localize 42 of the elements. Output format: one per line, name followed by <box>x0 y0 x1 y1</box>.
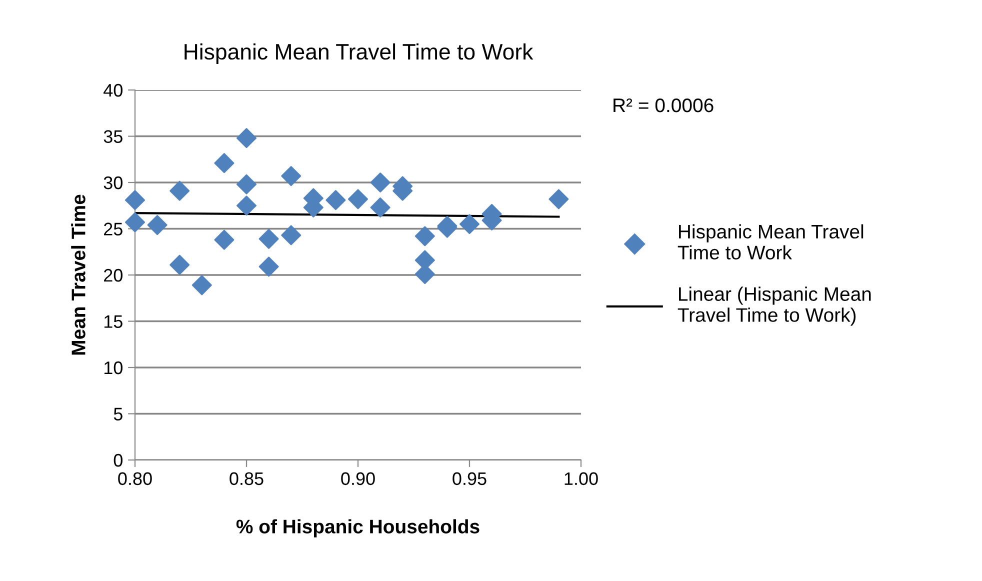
point <box>147 215 168 236</box>
legend-label: Linear (Hispanic Mean Travel Time to Work) <box>678 286 871 326</box>
point <box>258 228 279 249</box>
y-tick-label: 35 <box>104 130 122 143</box>
point <box>548 189 569 210</box>
point <box>348 189 368 210</box>
x-tick-label: 1.00 <box>564 472 598 486</box>
point <box>236 174 257 194</box>
x-tick-label: 0.85 <box>230 472 264 486</box>
point <box>370 172 390 193</box>
legend-label: Hispanic Mean Travel Time to Work <box>678 224 864 260</box>
x-axis-title: % of Hispanic Households <box>236 519 480 538</box>
point <box>326 190 346 210</box>
x-tick-label: 0.80 <box>118 472 152 486</box>
y-axis-title: Mean Travel Time <box>71 194 86 355</box>
point <box>124 212 146 232</box>
point <box>459 214 480 234</box>
chart-title: Hispanic Mean Travel Time to Work <box>184 43 534 64</box>
y-tick-label: 40 <box>104 84 122 97</box>
point <box>170 180 190 201</box>
y-tick-label: 25 <box>104 222 122 236</box>
point <box>281 166 302 186</box>
point <box>192 275 212 296</box>
point <box>214 153 234 174</box>
point <box>414 226 435 246</box>
text: R² = 0.0006 <box>614 98 714 112</box>
point <box>258 256 279 277</box>
y-tick-label: 20 <box>104 268 122 282</box>
y-tick-label: 15 <box>104 315 122 328</box>
point <box>124 190 146 210</box>
point <box>236 128 257 148</box>
point <box>370 197 390 218</box>
y-tick-label: 0 <box>114 454 122 467</box>
y-tick-label: 10 <box>104 361 122 374</box>
y-tick-label: 5 <box>114 408 122 420</box>
y-tick-label: 30 <box>104 176 122 190</box>
x-tick-label: 0.90 <box>341 472 375 486</box>
x-tick-label: 0.95 <box>452 472 486 486</box>
point <box>236 196 257 216</box>
point <box>281 225 302 246</box>
point <box>214 230 234 250</box>
point <box>170 254 190 275</box>
